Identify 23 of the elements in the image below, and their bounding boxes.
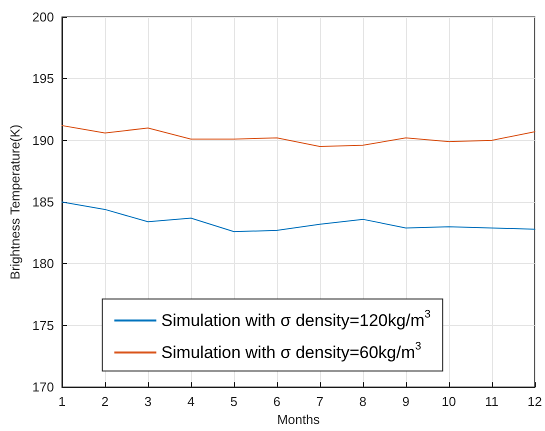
y-axis-title: Brightness Temperature(K)	[7, 124, 22, 280]
y-tick-label: 200	[32, 10, 54, 24]
line-series	[62, 125, 536, 148]
x-tick-label: 9	[402, 394, 410, 410]
x-tick-label: 2	[101, 394, 109, 410]
x-tick-label: 10	[442, 394, 456, 410]
y-tick-label: 175	[32, 318, 54, 333]
y-tick-label: 195	[32, 71, 54, 86]
x-tick-label: 1	[58, 394, 66, 410]
x-tick-label: 11	[485, 394, 499, 410]
x-tick-label: 5	[230, 394, 238, 410]
x-tick-label: 7	[316, 394, 324, 410]
x-tick-label: 12	[528, 394, 542, 410]
x-axis-title: Months	[277, 412, 320, 427]
x-tick-label: 6	[273, 394, 281, 410]
y-tick-label: 185	[32, 194, 54, 210]
y-tick-label: 170	[32, 380, 54, 395]
y-tick-label: 180	[32, 256, 54, 272]
x-tick-label: 3	[144, 394, 152, 410]
x-tick-label: 4	[187, 394, 195, 410]
x-tick-label: 8	[359, 394, 366, 410]
line-series	[62, 202, 536, 232]
y-tick-label: 190	[32, 132, 54, 148]
